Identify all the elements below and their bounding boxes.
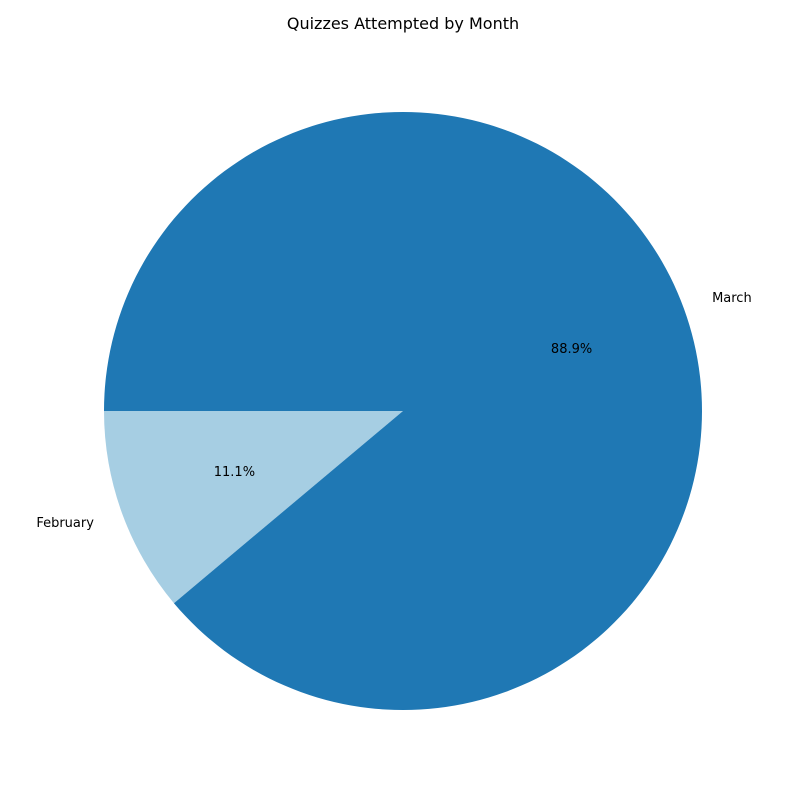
percent-label-february: 11.1% [214,465,255,480]
pie-slice-march [104,112,702,710]
percent-label-march: 88.9% [551,342,592,357]
slice-label-february: February [36,516,94,531]
chart-title: Quizzes Attempted by Month [287,14,519,33]
slice-label-march: March [712,291,752,306]
pie-slice-february [104,411,403,604]
pie-labels: February 11.1% March 88.9% [36,291,751,531]
pie-slices [104,112,702,710]
